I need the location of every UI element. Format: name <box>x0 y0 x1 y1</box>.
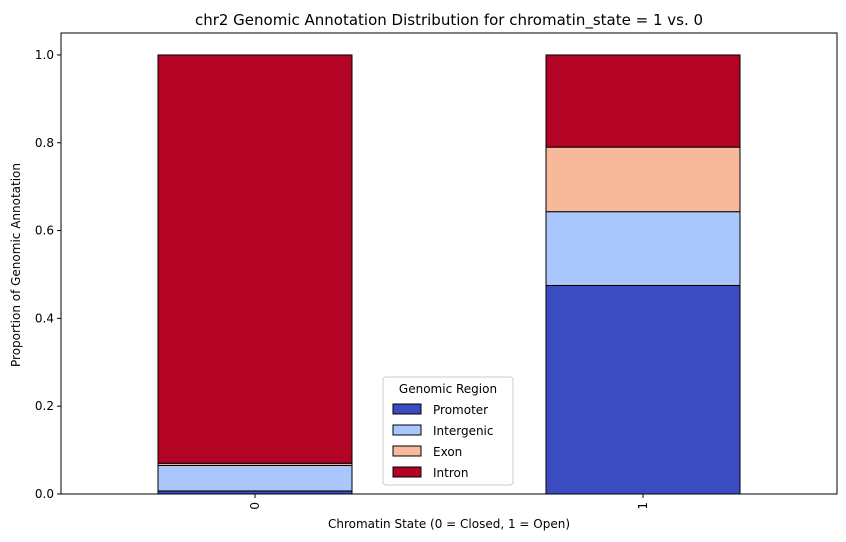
x-tick-label: 1 <box>636 502 650 510</box>
bar-segment-intergenic-0 <box>157 464 353 492</box>
bar-segment-promoter-1 <box>545 284 741 495</box>
legend-swatch-intron <box>392 466 422 478</box>
y-tick-label: 0.2 <box>35 399 54 413</box>
plot-area: 0 1 0.0 0.2 0.4 0.6 0.8 1.0 Genomic Region Promot… <box>35 32 838 510</box>
bar-segment-intron-1 <box>545 54 741 148</box>
x-tick-label: 0 <box>248 502 262 510</box>
legend-swatch-promoter <box>392 403 422 415</box>
legend-title: Genomic Region <box>399 382 497 396</box>
y-tick-label: 0.8 <box>35 136 54 150</box>
y-axis-label: Proportion of Genomic Annotation <box>9 163 23 367</box>
bar-segment-intergenic-1 <box>545 211 741 286</box>
y-tick-label: 0.6 <box>35 224 54 238</box>
bar-segment-intron-0 <box>157 54 353 464</box>
legend-swatch-exon <box>392 445 422 457</box>
y-tick-label: 0.0 <box>35 487 54 501</box>
axes-frame <box>60 32 838 495</box>
x-axis-label: Chromatin State (0 = Closed, 1 = Open) <box>328 517 570 531</box>
legend-label-exon: Exon <box>433 445 462 459</box>
legend-swatch-intergenic <box>392 424 422 436</box>
bar-segment-exon-1 <box>545 146 741 213</box>
y-tick-label: 0.4 <box>35 311 54 325</box>
chart-title: chr2 Genomic Annotation Distribution for… <box>195 11 703 30</box>
y-tick-label: 1.0 <box>35 48 54 62</box>
legend: Genomic Region Promoter Intergenic Exon Intr… <box>382 376 514 486</box>
legend-label-intron: Intron <box>433 466 468 480</box>
legend-label-promoter: Promoter <box>433 403 488 417</box>
legend-label-intergenic: Intergenic <box>433 424 494 438</box>
